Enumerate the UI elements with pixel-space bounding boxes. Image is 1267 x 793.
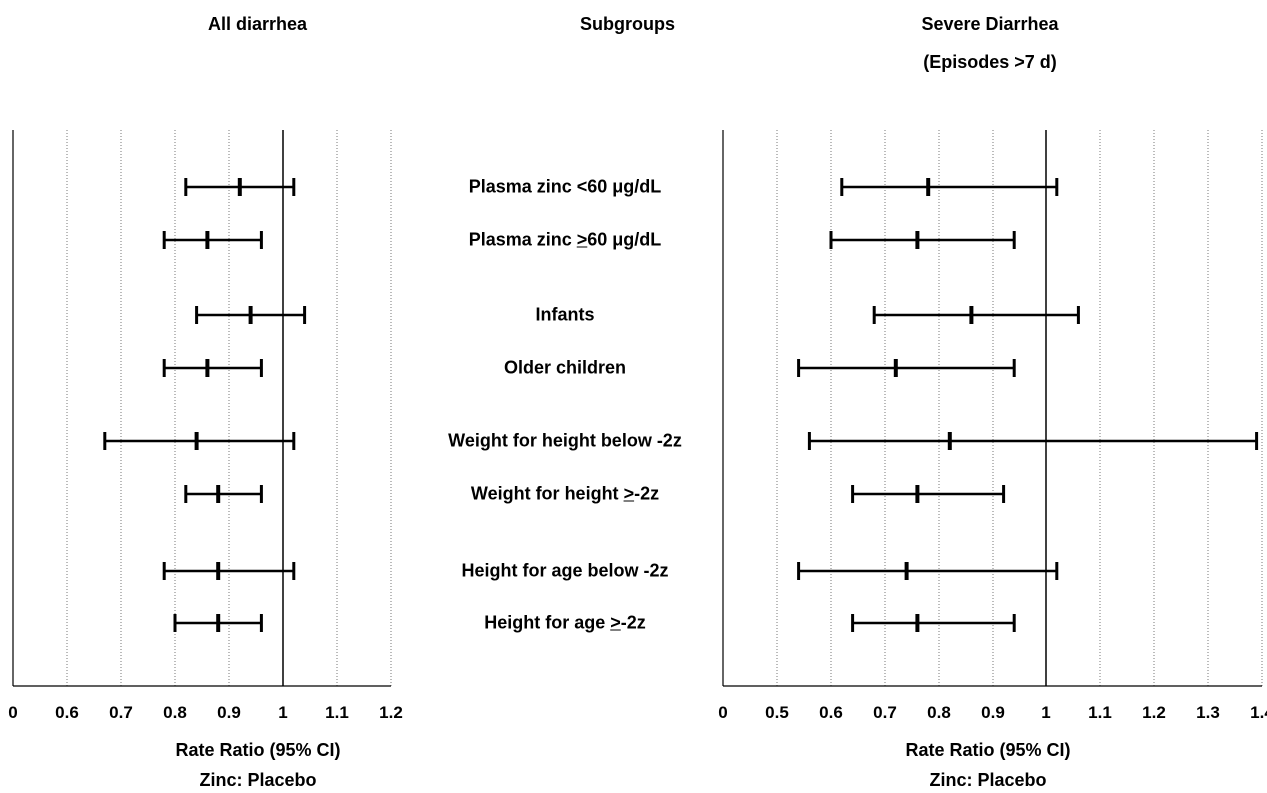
right-xlabel-2: Zinc: Placebo — [929, 770, 1047, 790]
right-xtick-label: 1.2 — [1142, 703, 1166, 722]
subgroup-label: Height for age >-2z — [484, 612, 646, 633]
left-xtick-label: 1.1 — [325, 703, 349, 722]
subgroup-label: Infants — [535, 304, 595, 325]
left-xtick-label: 1 — [278, 703, 287, 722]
right-xtick-label: 0.5 — [765, 703, 789, 722]
left-xlabel-2: Zinc: Placebo — [199, 770, 317, 790]
right-panel-subtitle: (Episodes >7 d) — [923, 52, 1057, 72]
subgroup-label: Older children — [503, 357, 627, 378]
right-xlabel: Rate Ratio (95% CI) — [905, 740, 1071, 760]
subgroup-label: Plasma zinc >60 μg/dL — [468, 229, 662, 250]
subgroup-label: Plasma zinc <60 μg/dL — [468, 176, 662, 197]
right-xtick-label: 1.1 — [1088, 703, 1112, 722]
right-xtick-label: 1.3 — [1196, 703, 1220, 722]
right-xtick-label: 1.4 — [1250, 703, 1267, 722]
right-xtick-label: 1 — [1041, 703, 1050, 722]
subgroup-label: Weight for height >-2z — [470, 483, 660, 504]
subgroup-label: Height for age below -2z — [461, 560, 669, 581]
subgroup-label: Weight for height below -2z — [448, 430, 682, 451]
right-xtick-label: 0.6 — [819, 703, 843, 722]
left-xlabel: Rate Ratio (95% CI) — [175, 740, 341, 760]
right-xtick-label: 0 — [718, 703, 727, 722]
left-panel-title: All diarrhea — [207, 14, 308, 34]
right-xtick-label: 0.8 — [927, 703, 951, 722]
right-panel-title: Severe Diarrhea — [921, 14, 1059, 34]
subgroups-header: Subgroups — [580, 14, 675, 34]
left-xtick-label: 0.6 — [55, 703, 79, 722]
left-xtick-label: 1.2 — [379, 703, 403, 722]
left-xtick-label: 0 — [8, 703, 17, 722]
left-xtick-label: 0.8 — [163, 703, 187, 722]
right-xtick-label: 0.7 — [873, 703, 897, 722]
left-xtick-label: 0.7 — [109, 703, 133, 722]
left-xtick-label: 0.9 — [217, 703, 241, 722]
right-xtick-label: 0.9 — [981, 703, 1005, 722]
